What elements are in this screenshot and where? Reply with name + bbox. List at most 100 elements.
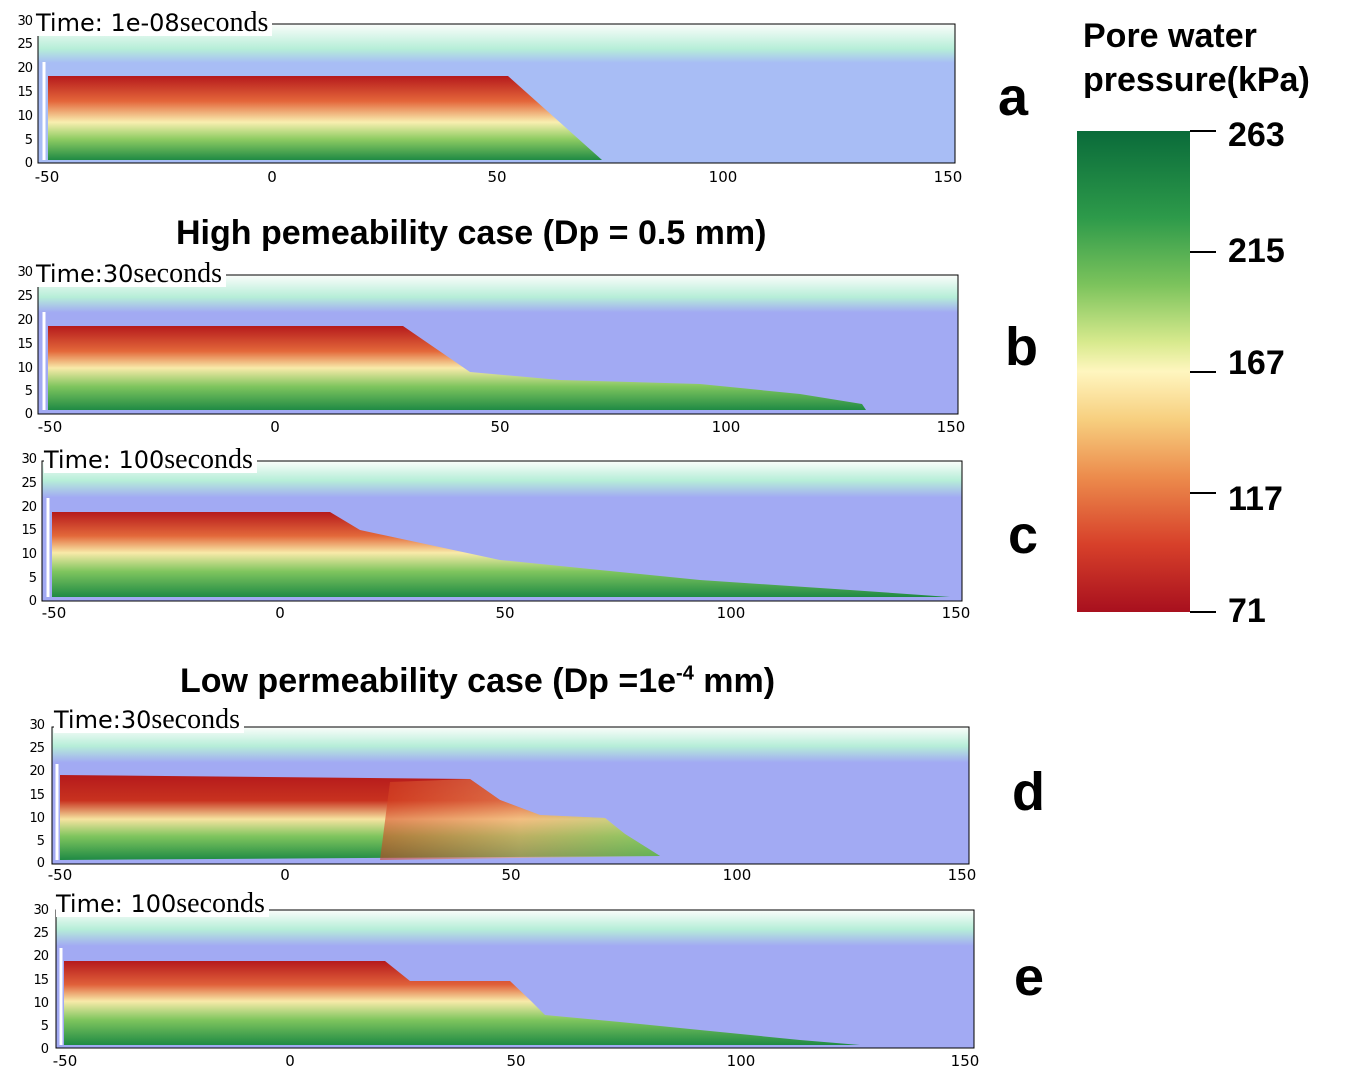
panel-a-plot [37, 23, 956, 164]
y-tick: 0 [28, 594, 37, 609]
panel-e: Time: 100seconds 30 25 20 15 10 5 0 -50 … [33, 888, 1044, 1070]
y-tick: 10 [21, 547, 37, 562]
y-tick: 25 [17, 37, 33, 52]
time-prefix: Time: 100 [56, 890, 177, 918]
time-label: Time:30seconds [54, 704, 245, 735]
x-tick: 150 [933, 168, 963, 186]
colorbar-title-line1: Pore water [1083, 17, 1257, 55]
x-tick: 50 [501, 866, 521, 884]
low-permeability-title: Low permeability case (Dp =1e-4 mm) [180, 663, 775, 699]
colorbar-tick-mark [1190, 130, 1216, 132]
y-tick: 20 [33, 949, 49, 964]
low-title-suffix: mm) [693, 662, 776, 700]
y-tick: 25 [29, 741, 45, 756]
x-tick: 0 [267, 168, 277, 186]
colorbar-label: 167 [1228, 344, 1285, 382]
y-tick: 25 [17, 289, 33, 304]
y-tick: 25 [21, 476, 37, 491]
colorbar-title: Pore water pressure(kPa) [1083, 14, 1310, 102]
y-tick: 30 [21, 452, 37, 467]
x-tick: 150 [941, 604, 971, 622]
y-tick: 25 [33, 926, 49, 941]
x-tick: 100 [726, 1052, 756, 1070]
time-prefix: Time:30 [54, 706, 152, 734]
time-unit: seconds [176, 888, 265, 919]
panel-d: Time:30seconds 30 25 20 15 10 5 0 -50 0 … [29, 704, 1045, 884]
colorbar-tick-mark [1190, 251, 1216, 253]
sand-column [64, 961, 860, 1045]
y-tick: 0 [24, 407, 33, 422]
panel-d-plot [51, 726, 970, 865]
x-tick: 150 [947, 866, 977, 884]
y-tick: 15 [17, 85, 33, 100]
colorbar-tick-mark [1190, 611, 1216, 613]
panel-letter: b [1005, 317, 1038, 377]
time-unit: seconds [151, 704, 241, 735]
time-prefix: Time: 1e-08 [36, 9, 180, 37]
x-tick: 0 [285, 1052, 295, 1070]
time-prefix: Time:30 [36, 260, 134, 288]
y-tick: 10 [17, 361, 33, 376]
time-label: Time:30seconds [36, 258, 227, 289]
y-tick: 30 [17, 14, 33, 29]
colorbar-label-min: 71 [1228, 592, 1266, 630]
y-tick: 20 [17, 313, 33, 328]
x-tick: 50 [487, 168, 507, 186]
y-tick: 15 [33, 973, 49, 988]
y-tick: 15 [17, 337, 33, 352]
panel-letter: d [1012, 762, 1045, 822]
x-tick: -50 [34, 168, 60, 186]
x-tick: 0 [270, 418, 280, 436]
colorbar-tick-mark [1190, 371, 1216, 373]
time-label: Time: 1e-08seconds [36, 7, 273, 38]
time-label: Time: 100seconds [56, 888, 269, 919]
colorbar-gradient [1077, 131, 1190, 612]
x-tick: 50 [495, 604, 515, 622]
time-prefix: Time: 100 [44, 446, 165, 474]
panel-c: Time: 100seconds 30 25 20 15 10 5 0 -50 … [0, 0, 1038, 630]
x-tick: 100 [711, 418, 741, 436]
y-tick: 30 [29, 718, 45, 733]
panel-b: Time:30seconds 30 25 20 15 10 5 0 -50 0 … [0, 0, 1038, 450]
time-unit: seconds [164, 444, 253, 475]
time-unit: seconds [179, 7, 269, 38]
colorbar-title-line2: pressure(kPa) [1083, 61, 1310, 99]
y-tick: 5 [24, 384, 33, 399]
panel-e-plot [55, 909, 975, 1049]
x-tick: 100 [716, 604, 746, 622]
y-tick: 10 [29, 811, 45, 826]
y-tick: 5 [36, 834, 45, 849]
panel-b-plot [37, 274, 959, 415]
x-tick: 50 [506, 1052, 526, 1070]
x-tick: 100 [722, 866, 752, 884]
y-tick: 0 [40, 1042, 49, 1057]
low-title-prefix: Low permeability case (Dp =1e [180, 662, 677, 700]
y-tick: 10 [33, 996, 49, 1011]
sand-column [52, 512, 950, 597]
y-tick: 30 [17, 265, 33, 280]
panel-letter: a [998, 67, 1029, 127]
y-tick: 15 [21, 523, 37, 538]
time-unit: seconds [133, 258, 223, 289]
y-tick: 20 [17, 61, 33, 76]
low-title-exponent: -4 [676, 662, 694, 685]
x-tick: -50 [37, 418, 63, 436]
sand-column [48, 76, 602, 160]
y-tick: 20 [21, 500, 37, 515]
y-tick: 0 [24, 156, 33, 171]
x-tick: 150 [936, 418, 966, 436]
x-tick: 100 [708, 168, 738, 186]
x-tick: 150 [950, 1052, 980, 1070]
colorbar-label-max: 263 [1228, 116, 1285, 154]
y-tick: 0 [36, 856, 45, 871]
y-tick: 5 [40, 1019, 49, 1034]
x-tick: -50 [47, 866, 73, 884]
x-tick: -50 [52, 1052, 78, 1070]
panel-a: Time: 1e-08seconds 30 25 20 15 10 5 0 -5… [0, 0, 1028, 200]
y-tick: 5 [24, 133, 33, 148]
time-label: Time: 100seconds [44, 444, 257, 475]
high-permeability-title: High pemeability case (Dp = 0.5 mm) [176, 214, 767, 252]
x-tick: 0 [280, 866, 290, 884]
y-tick: 15 [29, 788, 45, 803]
x-tick: 50 [490, 418, 510, 436]
